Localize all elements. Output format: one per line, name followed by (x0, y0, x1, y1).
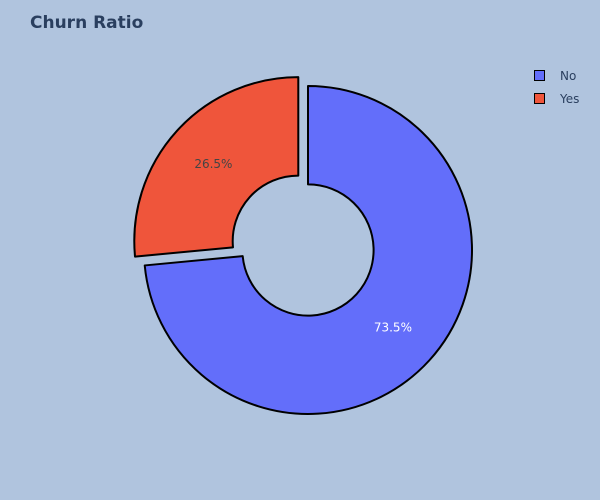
slices-group (133, 76, 473, 415)
legend-item-no[interactable]: No (534, 66, 579, 85)
legend-item-yes[interactable]: Yes (534, 89, 579, 108)
legend-label-no: No (560, 68, 577, 83)
legend-swatch-yes (534, 93, 545, 104)
legend: No Yes (534, 66, 579, 112)
slice-label-yes: 26.5% (194, 157, 232, 171)
legend-label-yes: Yes (560, 91, 580, 106)
slice-label-no: 73.5% (374, 320, 412, 334)
slice-no[interactable] (143, 85, 473, 415)
chart-title: Churn Ratio (30, 13, 144, 33)
slice-yes[interactable] (133, 76, 300, 258)
legend-swatch-no (534, 70, 545, 81)
labels-group: 73.5% 26.5% (194, 157, 412, 334)
